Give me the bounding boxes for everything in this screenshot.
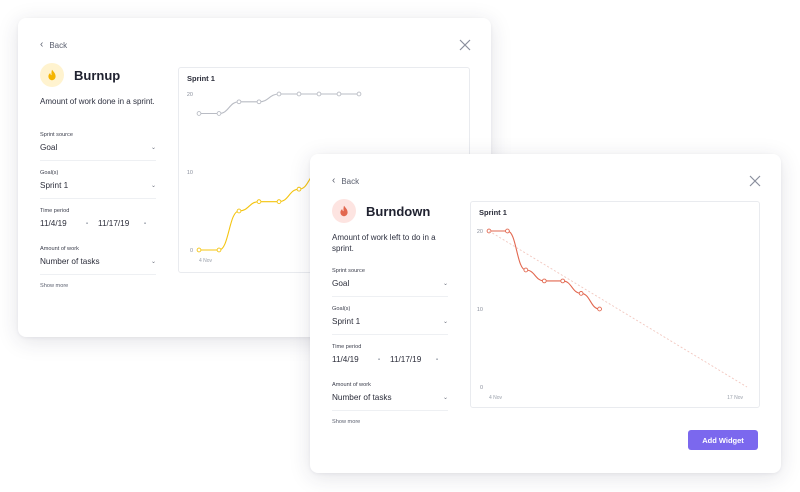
data-point xyxy=(256,199,262,204)
amount-of-work-select[interactable]: Number of tasks ⌄ xyxy=(332,393,448,411)
show-more-link[interactable]: Show more xyxy=(40,283,69,289)
amount-of-work-label: Amount of work xyxy=(332,382,371,388)
goals-value: Sprint 1 xyxy=(40,181,69,190)
chevron-down-icon: ⌄ xyxy=(442,395,448,401)
end-date-input[interactable]: 11/17/19 xyxy=(390,355,422,364)
goals-label: Goal(s) xyxy=(40,170,59,176)
widget-description: Amount of work left to do in a sprint. xyxy=(332,233,436,253)
data-point xyxy=(196,111,202,116)
y-tick-label: 0 xyxy=(190,248,193,254)
data-point xyxy=(356,91,362,97)
calendar-icon[interactable]: ▪ xyxy=(143,220,146,227)
goals-field: Goal(s) Sprint 1 ⌄ xyxy=(332,306,448,335)
y-tick-label: 10 xyxy=(477,307,483,313)
sprint-source-field: Sprint source Goal ⌄ xyxy=(40,132,156,161)
back-button[interactable]: ‹ Back xyxy=(40,40,67,50)
ideal-trend-line xyxy=(488,230,748,388)
chart-title: Sprint 1 xyxy=(479,208,507,217)
calendar-icon[interactable]: ▪ xyxy=(85,220,88,227)
chevron-left-icon: ‹ xyxy=(332,175,336,186)
series-line xyxy=(488,230,600,310)
chevron-down-icon: ⌄ xyxy=(442,319,448,325)
data-point xyxy=(541,278,547,284)
widget-description: Amount of work done in a sprint. xyxy=(40,97,155,106)
line-chart-svg: 20 10 0 4 Nov 17 Nov xyxy=(477,228,748,401)
data-point xyxy=(560,278,566,284)
goals-select[interactable]: Sprint 1 ⌄ xyxy=(332,317,448,335)
burndown-chart: Sprint 1 20 10 0 4 Nov 17 Nov xyxy=(470,201,760,408)
widget-title: Burnup xyxy=(74,67,121,83)
calendar-icon[interactable]: ▪ xyxy=(435,356,438,363)
sprint-source-select[interactable]: Goal ⌄ xyxy=(332,279,448,297)
start-date-input[interactable]: 11/4/19 xyxy=(40,219,67,228)
calendar-icon[interactable]: ▪ xyxy=(377,356,380,363)
chevron-down-icon: ⌄ xyxy=(150,183,156,189)
end-date-input[interactable]: 11/17/19 xyxy=(98,219,130,228)
sprint-source-value: Goal xyxy=(40,143,58,152)
amount-of-work-field: Amount of work Number of tasks ⌄ xyxy=(40,246,156,275)
y-tick-label: 20 xyxy=(187,92,193,98)
goals-label: Goal(s) xyxy=(332,306,351,312)
y-tick-label: 20 xyxy=(477,229,483,235)
amount-of-work-value: Number of tasks xyxy=(332,393,392,402)
widget-title-row: Burnup xyxy=(40,63,120,87)
data-point xyxy=(597,306,602,312)
start-date-input[interactable]: 11/4/19 xyxy=(332,355,359,364)
data-point xyxy=(336,91,342,97)
time-period-field: Time period 11/4/19 ▪ 11/17/19 ▪ xyxy=(40,208,156,236)
data-point xyxy=(523,267,529,273)
widget-title: Burndown xyxy=(366,203,431,219)
back-button[interactable]: ‹ Back xyxy=(332,176,359,186)
data-point xyxy=(216,111,222,116)
show-more-link[interactable]: Show more xyxy=(332,419,361,425)
sprint-source-field: Sprint source Goal ⌄ xyxy=(332,268,448,297)
time-period-field: Time period 11/4/19 ▪ 11/17/19 ▪ xyxy=(332,344,448,372)
amount-of-work-field: Amount of work Number of tasks ⌄ xyxy=(332,382,448,411)
y-tick-label: 10 xyxy=(187,170,193,176)
amount-of-work-select[interactable]: Number of tasks ⌄ xyxy=(40,257,156,275)
close-icon[interactable] xyxy=(748,174,762,188)
sprint-source-label: Sprint source xyxy=(332,268,365,274)
close-icon[interactable] xyxy=(458,38,472,52)
y-tick-label: 0 xyxy=(480,385,483,391)
data-point xyxy=(256,99,262,105)
data-point xyxy=(505,228,510,234)
amount-of-work-value: Number of tasks xyxy=(40,257,100,266)
back-label: Back xyxy=(341,176,360,186)
chevron-down-icon: ⌄ xyxy=(442,281,448,287)
data-point xyxy=(236,208,242,214)
flame-icon xyxy=(332,199,356,223)
time-period-label: Time period xyxy=(40,208,70,214)
data-point xyxy=(216,247,222,253)
data-point xyxy=(296,91,302,97)
goals-select[interactable]: Sprint 1 ⌄ xyxy=(40,181,156,199)
chevron-left-icon: ‹ xyxy=(40,39,44,50)
data-point xyxy=(276,91,282,97)
x-tick-label: 17 Nov xyxy=(727,395,743,401)
burndown-widget-card: ‹ Back Burndown Amount of work left to d… xyxy=(310,154,781,473)
sprint-source-value: Goal xyxy=(332,279,350,288)
sprint-source-select[interactable]: Goal ⌄ xyxy=(40,143,156,161)
goals-field: Goal(s) Sprint 1 ⌄ xyxy=(40,170,156,199)
back-label: Back xyxy=(49,40,68,50)
data-point xyxy=(296,186,302,192)
chevron-down-icon: ⌄ xyxy=(150,259,156,265)
sprint-source-label: Sprint source xyxy=(40,132,73,138)
widget-title-row: Burndown xyxy=(332,199,430,223)
add-widget-button[interactable]: Add Widget xyxy=(688,430,758,450)
chevron-down-icon: ⌄ xyxy=(150,145,156,151)
series-line xyxy=(199,93,359,115)
time-period-label: Time period xyxy=(332,344,362,350)
data-point xyxy=(316,91,322,97)
data-point xyxy=(578,291,584,296)
flame-icon xyxy=(40,63,64,87)
x-tick-label: 4 Nov xyxy=(489,395,503,401)
data-point xyxy=(236,99,242,105)
x-tick-label: 4 Nov xyxy=(199,258,213,264)
amount-of-work-label: Amount of work xyxy=(40,246,79,252)
data-point xyxy=(276,199,282,204)
goals-value: Sprint 1 xyxy=(332,317,361,326)
data-point xyxy=(196,247,202,253)
chart-title: Sprint 1 xyxy=(187,74,215,83)
